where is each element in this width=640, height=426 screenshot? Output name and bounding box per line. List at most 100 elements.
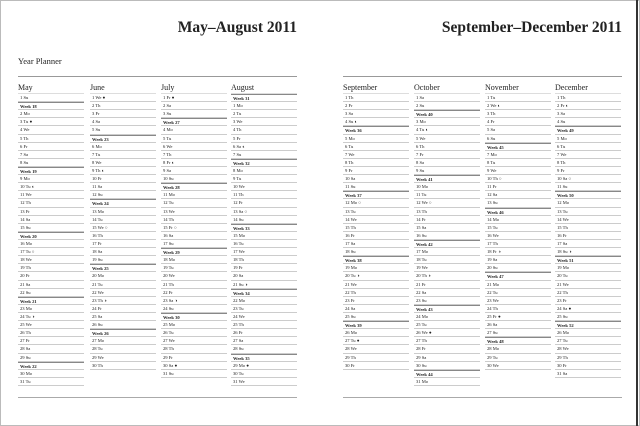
- right-top-rule: [343, 76, 622, 77]
- day-row: 30 We: [485, 362, 551, 370]
- day-row: 11 Mo: [161, 191, 227, 200]
- week-label: Week 30: [161, 312, 227, 322]
- day-row: 21 We: [343, 281, 409, 289]
- month-name: August: [231, 82, 297, 94]
- day-row: 30 Sa ●: [161, 362, 227, 370]
- day-row: 25 Sa: [90, 313, 156, 322]
- day-row: 5 Sa: [485, 126, 551, 135]
- week-label: Week 27: [161, 118, 227, 127]
- day-row: 4 Su: [555, 118, 621, 127]
- week-label: Week 42: [414, 239, 480, 249]
- day-row: 3 Su: [161, 110, 227, 119]
- day-row: 13 Tu: [343, 208, 409, 216]
- month-name: September: [343, 82, 409, 94]
- day-row: 3 Sa: [343, 110, 409, 119]
- day-row: 4 Sa: [90, 118, 156, 127]
- day-row: 5 Th: [18, 135, 84, 143]
- day-row: 3 Mo: [414, 118, 480, 127]
- day-row: 22 Fr: [161, 289, 227, 297]
- month-column-may: May 1 Su Week 18 2 Mo 3 Tu ● 4 We 5 Th 6 Fr 7 Sa…: [18, 82, 84, 386]
- month-column-october: October 1 Sa 2 Su Week 40 3 Mo 4 Tu ◐ 5 We 6 Th…: [414, 82, 480, 386]
- day-row: 2 Su: [414, 102, 480, 111]
- day-row: 27 We: [161, 337, 227, 346]
- day-row: 24 Sa ●: [555, 305, 621, 313]
- day-row: 30 Th: [90, 362, 156, 370]
- day-row: 18 Su ◑: [555, 248, 621, 257]
- day-row: 29 Su: [18, 354, 84, 362]
- day-row: 1 Th: [343, 94, 409, 103]
- day-row: 16 Th: [90, 232, 156, 240]
- day-row: 6 We: [161, 143, 227, 151]
- week-label: Week 32: [231, 158, 297, 167]
- day-row: 29 Mo ●: [231, 362, 297, 370]
- day-row: 21 Su ◑: [231, 281, 297, 289]
- day-row: 7 Tu: [90, 151, 156, 159]
- day-row: 9 Th ◐: [90, 167, 156, 176]
- day-row: 18 Su: [343, 248, 409, 257]
- day-row: 8 Sa: [414, 159, 480, 167]
- week-label: Week 50: [555, 191, 621, 200]
- week-label: Week 41: [414, 175, 480, 184]
- day-row: 15 Tu: [485, 224, 551, 232]
- day-row: 18 Th: [231, 256, 297, 265]
- day-row: 16 Tu: [231, 240, 297, 249]
- day-row: 10 Su: [161, 175, 227, 184]
- day-row: 20 We: [161, 272, 227, 281]
- day-row: 16 We: [485, 232, 551, 240]
- day-row: 20 Tu: [555, 272, 621, 281]
- day-row: 14 Fr: [414, 216, 480, 224]
- day-row: 9 Mo: [18, 175, 84, 184]
- day-row: 28 Fr: [414, 345, 480, 354]
- day-row: 30 Fr: [343, 362, 409, 370]
- day-row: 4 Tu ◐: [414, 126, 480, 135]
- day-row: 27 Su: [485, 329, 551, 338]
- day-row: 14 Sa: [18, 216, 84, 224]
- day-row: 18 Tu: [414, 256, 480, 265]
- day-row: 27 Tu: [555, 337, 621, 346]
- day-row: 23 Tu: [231, 305, 297, 313]
- day-row: 6 Mo: [90, 143, 156, 151]
- day-row: 6 Th: [414, 143, 480, 151]
- day-row: 31 Su: [161, 370, 227, 378]
- day-row: 14 Th: [161, 216, 227, 224]
- day-row: 23 Sa ◑: [161, 297, 227, 305]
- month-name: November: [485, 82, 551, 94]
- day-row: 18 Fr ◑: [485, 248, 551, 257]
- day-row: 23 Mo: [18, 305, 84, 313]
- day-row: 19 Su: [90, 256, 156, 265]
- day-row: 20 Fr: [18, 272, 84, 281]
- day-row: 16 Mo: [18, 240, 84, 249]
- day-row: 21 Sa: [18, 281, 84, 289]
- day-row: 30 Mo: [18, 370, 84, 378]
- day-row: 26 Th: [18, 329, 84, 338]
- day-row: 4 Th: [231, 126, 297, 135]
- day-row: 18 Sa: [90, 248, 156, 257]
- day-row: 2 Fr: [343, 102, 409, 111]
- day-row: 13 Su: [485, 199, 551, 208]
- day-row: 22 Th: [555, 289, 621, 297]
- day-row: 17 Fr: [90, 240, 156, 249]
- day-row: 28 We: [555, 345, 621, 354]
- day-row: 12 Tu: [161, 199, 227, 208]
- right-page-title: September–December 2011: [441, 19, 622, 36]
- day-row: 2 Fr ◐: [555, 102, 621, 111]
- day-row: 9 Fr: [555, 167, 621, 176]
- week-label: Week 22: [18, 361, 84, 370]
- day-row: 2 Tu: [231, 110, 297, 119]
- day-row: 15 Th: [555, 224, 621, 232]
- day-row: 1 Mo: [231, 102, 297, 111]
- week-label: Week 38: [343, 256, 409, 265]
- week-label: Week 49: [555, 126, 621, 135]
- day-row: 7 We: [555, 151, 621, 159]
- day-row: 22 Th: [343, 289, 409, 297]
- week-label: Week 26: [90, 329, 156, 338]
- day-row: 12 Mo ○: [343, 199, 409, 208]
- day-row: 11 Su: [343, 183, 409, 192]
- day-row: 18 We: [18, 256, 84, 265]
- day-row: 30 Fr: [555, 362, 621, 370]
- day-row: 31 Sa: [555, 370, 621, 378]
- day-row: 17 Su: [161, 240, 227, 249]
- day-row: 30 Tu: [231, 370, 297, 378]
- day-row: 21 Mo: [485, 281, 551, 289]
- day-row: 12 Mo: [555, 199, 621, 208]
